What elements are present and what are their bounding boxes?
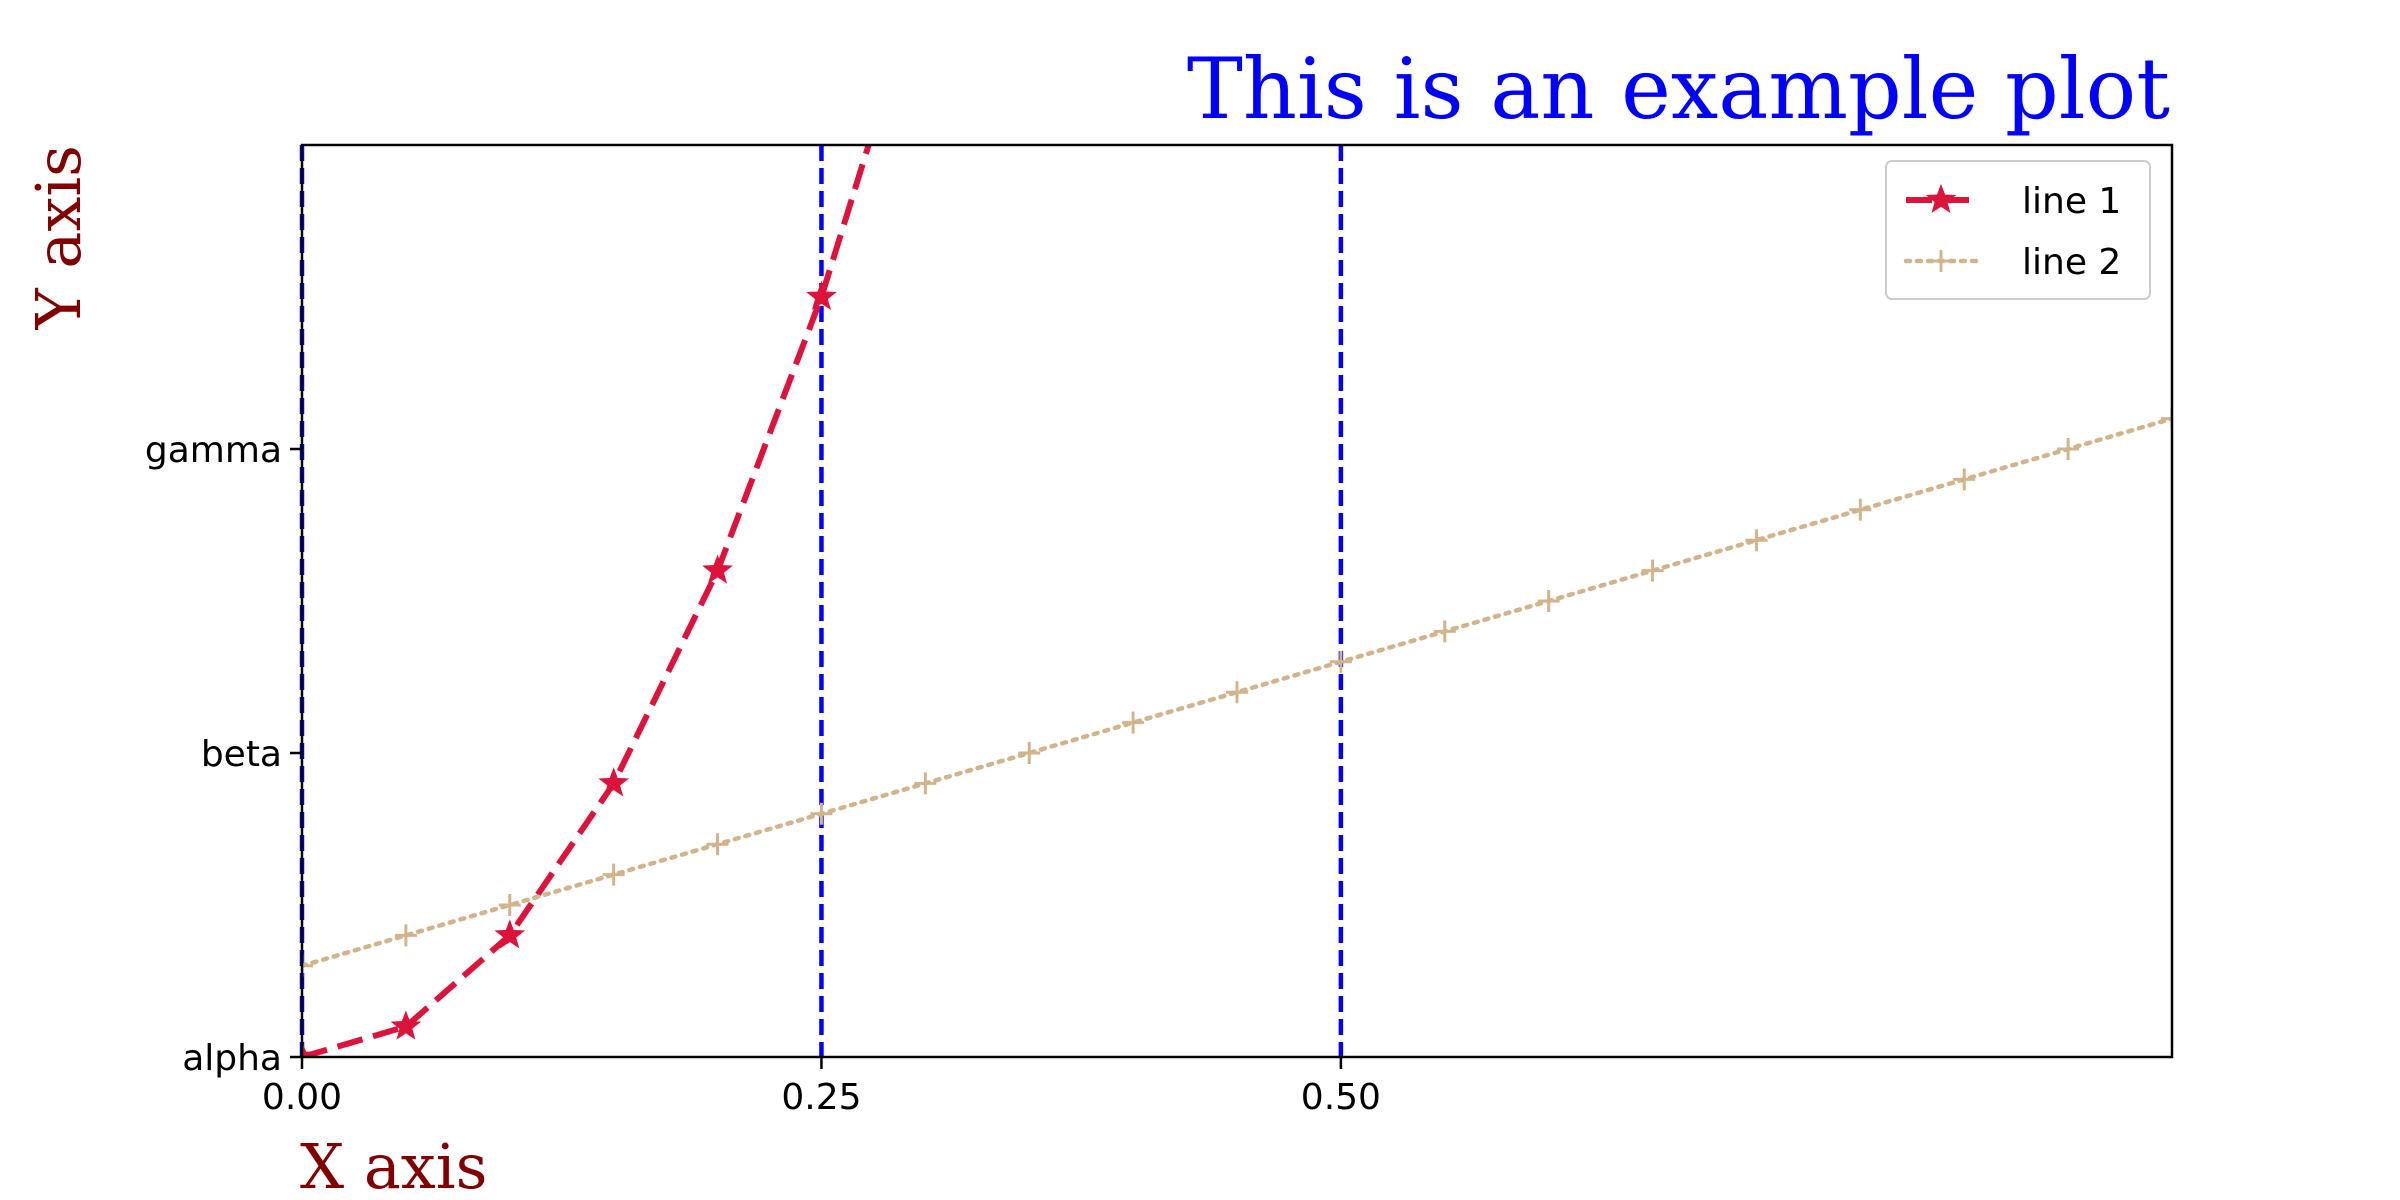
- data-point-series-2: [1537, 590, 1560, 612]
- series-line-1: [302, 145, 872, 1057]
- data-point-series-1: [302, 1040, 318, 1057]
- legend-label-1: line 1: [2022, 181, 2121, 222]
- data-point-series-2: [394, 924, 417, 947]
- y-ticks: alpha beta gamma: [145, 430, 302, 1079]
- data-point-series-2: [1018, 742, 1041, 764]
- x-tick-label: 0.50: [1301, 1077, 1381, 1118]
- data-point-series-2: [498, 894, 521, 916]
- data-point-series-2: [1953, 468, 1976, 491]
- chart-title: This is an example plot: [1187, 40, 2170, 138]
- plot-frame: [300, 143, 2174, 1059]
- data-point-series-2: [602, 863, 625, 886]
- y-tick-label: beta: [201, 734, 282, 775]
- data-point-series-2: [2057, 438, 2080, 460]
- data-point-series-1: [598, 767, 630, 797]
- y-tick-label: gamma: [145, 430, 282, 471]
- markers-layer: [302, 280, 2172, 1057]
- legend: line 1 line 2: [1885, 160, 2151, 300]
- x-tick-label: 0.00: [262, 1077, 342, 1118]
- data-point-series-2: [1433, 620, 1456, 643]
- x-ticks: 0.00 0.25 0.50: [262, 1057, 1381, 1118]
- data-point-series-2: [302, 954, 313, 977]
- data-point-series-1: [806, 280, 837, 311]
- data-point-series-2: [1122, 711, 1145, 734]
- legend-label-2: line 2: [2022, 242, 2121, 283]
- data-point-series-2: [1745, 529, 1768, 552]
- y-tick-label: alpha: [182, 1038, 282, 1079]
- y-axis-label: Y axis: [22, 145, 95, 330]
- data-point-series-2: [914, 772, 937, 795]
- data-point-series-2: [1226, 681, 1248, 704]
- data-point-series-1: [390, 1010, 422, 1040]
- legend-marker-1: [1925, 183, 1957, 214]
- data-point-series-2: [1849, 498, 1872, 521]
- data-point-series-1: [702, 554, 733, 584]
- data-point-series-2: [706, 833, 729, 856]
- data-point-series-2: [1641, 559, 1664, 582]
- data-point-series-2: [810, 802, 833, 825]
- data-point-series-2: [1329, 650, 1352, 673]
- x-tick-label: 0.25: [781, 1077, 861, 1118]
- data-point-series-1: [494, 919, 526, 949]
- data-point-series-2: [2161, 407, 2172, 430]
- x-axis-label: X axis: [300, 1130, 487, 1200]
- legend-marker-2: [1930, 250, 1952, 272]
- series-layer: [302, 145, 2172, 1057]
